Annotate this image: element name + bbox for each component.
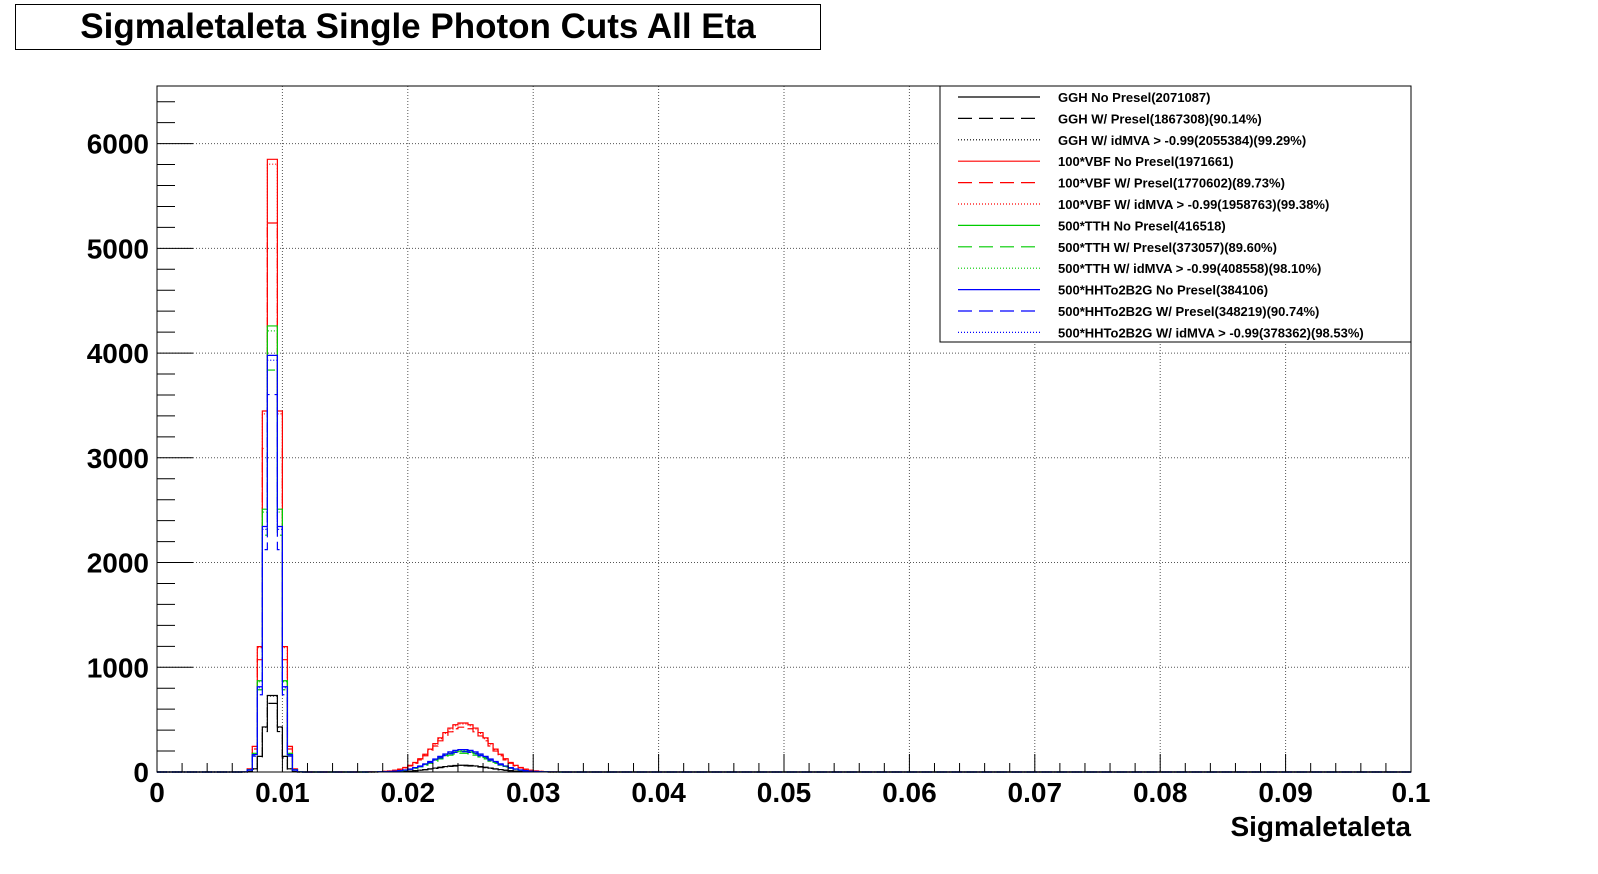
x-tick-label: 0.02 [381,777,436,808]
legend-label: 500*TTH W/ idMVA > -0.99(408558)(98.10%) [1058,261,1321,276]
legend-label: 500*HHTo2B2G W/ idMVA > -0.99(378362)(98… [1058,325,1364,340]
legend-label: 100*VBF No Presel(1971661) [1058,154,1234,169]
x-tick-label: 0.08 [1133,777,1188,808]
x-tick-label: 0.06 [882,777,937,808]
histogram-series [157,393,1411,773]
legend-label: 500*HHTo2B2G No Presel(384106) [1058,283,1268,298]
y-tick-label: 0 [133,757,149,788]
y-tick-label: 2000 [87,548,149,579]
axes: 0 0.01 0.02 0.03 0.04 0.05 0.06 0.07 0.08 0.09 0.1… [87,101,1431,808]
chart-title: Sigmaletaleta Single Photon Cuts All Eta [80,7,756,46]
legend: GGH No Presel(2071087) GGH W/ Presel(1867… [939,85,1412,343]
legend-label: GGH No Presel(2071087) [1058,90,1210,105]
x-tick-label: 0.03 [506,777,561,808]
legend-box [939,85,1412,343]
y-tick-label: 1000 [87,652,149,683]
legend-label: GGH W/ idMVA > -0.99(2055384)(99.29%) [1058,133,1306,148]
x-tick-label: 0.05 [757,777,812,808]
y-tick-label: 5000 [87,233,149,264]
x-tick-label: 0.09 [1258,777,1313,808]
legend-label: 500*HHTo2B2G W/ Presel(348219)(90.74%) [1058,304,1319,319]
legend-label: 100*VBF W/ Presel(1770602)(89.73%) [1058,176,1285,191]
legend-label: GGH W/ Presel(1867308)(90.14%) [1058,111,1262,126]
legend-label: 500*TTH No Presel(416518) [1058,218,1226,233]
x-tick-label: 0.01 [255,777,310,808]
legend-label: 500*TTH W/ Presel(373057)(89.60%) [1058,240,1277,255]
x-tick-label: 0.1 [1392,777,1431,808]
chart-title-box: Sigmaletaleta Single Photon Cuts All Eta [15,4,821,50]
x-tick-label: 0.07 [1008,777,1063,808]
legend-label: 100*VBF W/ idMVA > -0.99(1958763)(99.38%… [1058,197,1329,212]
y-tick-label: 3000 [87,443,149,474]
x-axis-title: Sigmaletaleta [1230,811,1411,842]
y-tick-label: 4000 [87,338,149,369]
x-tick-label: 0 [149,777,165,808]
histogram-series [157,369,1411,773]
y-tick-label: 6000 [87,129,149,160]
x-tick-label: 0.04 [631,777,686,808]
